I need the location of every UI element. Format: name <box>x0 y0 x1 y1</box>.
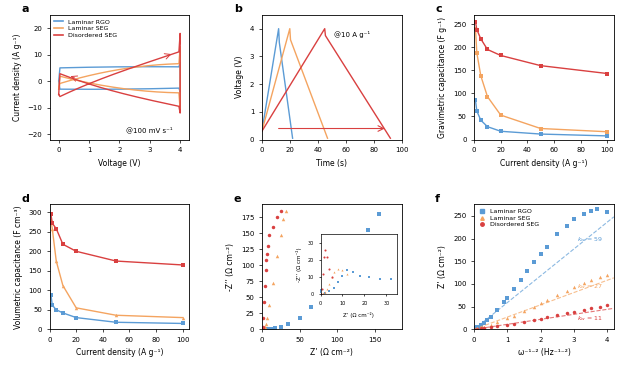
Text: c: c <box>435 4 441 14</box>
X-axis label: Voltage (V): Voltage (V) <box>98 159 141 168</box>
X-axis label: Z’ (Ω cm⁻²): Z’ (Ω cm⁻²) <box>310 349 353 357</box>
Text: $k_w$ = 27: $k_w$ = 27 <box>577 282 603 290</box>
Text: a: a <box>22 4 29 14</box>
Text: d: d <box>22 194 30 204</box>
Text: b: b <box>234 4 242 14</box>
Y-axis label: Volumetric capacitance (F cm⁻³): Volumetric capacitance (F cm⁻³) <box>14 205 23 329</box>
Legend: Laminar RGO, Laminar SEG, Disordered SEG: Laminar RGO, Laminar SEG, Disordered SEG <box>477 208 540 229</box>
Y-axis label: Z’ (Ω cm⁻²): Z’ (Ω cm⁻²) <box>438 245 448 288</box>
Y-axis label: Current density (A g⁻¹): Current density (A g⁻¹) <box>12 33 22 121</box>
Text: e: e <box>234 194 241 204</box>
Text: @10 A g⁻¹: @10 A g⁻¹ <box>335 31 371 38</box>
Text: $k_w$ = 11: $k_w$ = 11 <box>577 314 603 323</box>
Y-axis label: Voltage (V): Voltage (V) <box>235 56 244 98</box>
X-axis label: Current density (A g⁻¹): Current density (A g⁻¹) <box>76 349 163 357</box>
Text: f: f <box>435 194 440 204</box>
X-axis label: Time (s): Time (s) <box>316 159 347 168</box>
Y-axis label: Gravimetric capacitance (F g⁻¹): Gravimetric capacitance (F g⁻¹) <box>438 17 448 138</box>
Text: @100 mV s⁻¹: @100 mV s⁻¹ <box>126 127 173 133</box>
Legend: Laminar RGO, Laminar SEG, Disordered SEG: Laminar RGO, Laminar SEG, Disordered SEG <box>53 18 118 39</box>
X-axis label: Current density (A g⁻¹): Current density (A g⁻¹) <box>500 159 588 168</box>
Text: $k_w$ = 59: $k_w$ = 59 <box>577 235 603 244</box>
Y-axis label: -Z’’ (Ω cm⁻²): -Z’’ (Ω cm⁻²) <box>226 243 235 291</box>
X-axis label: ω⁻¹⁻² (Hz⁻¹⁻²): ω⁻¹⁻² (Hz⁻¹⁻²) <box>518 349 570 357</box>
